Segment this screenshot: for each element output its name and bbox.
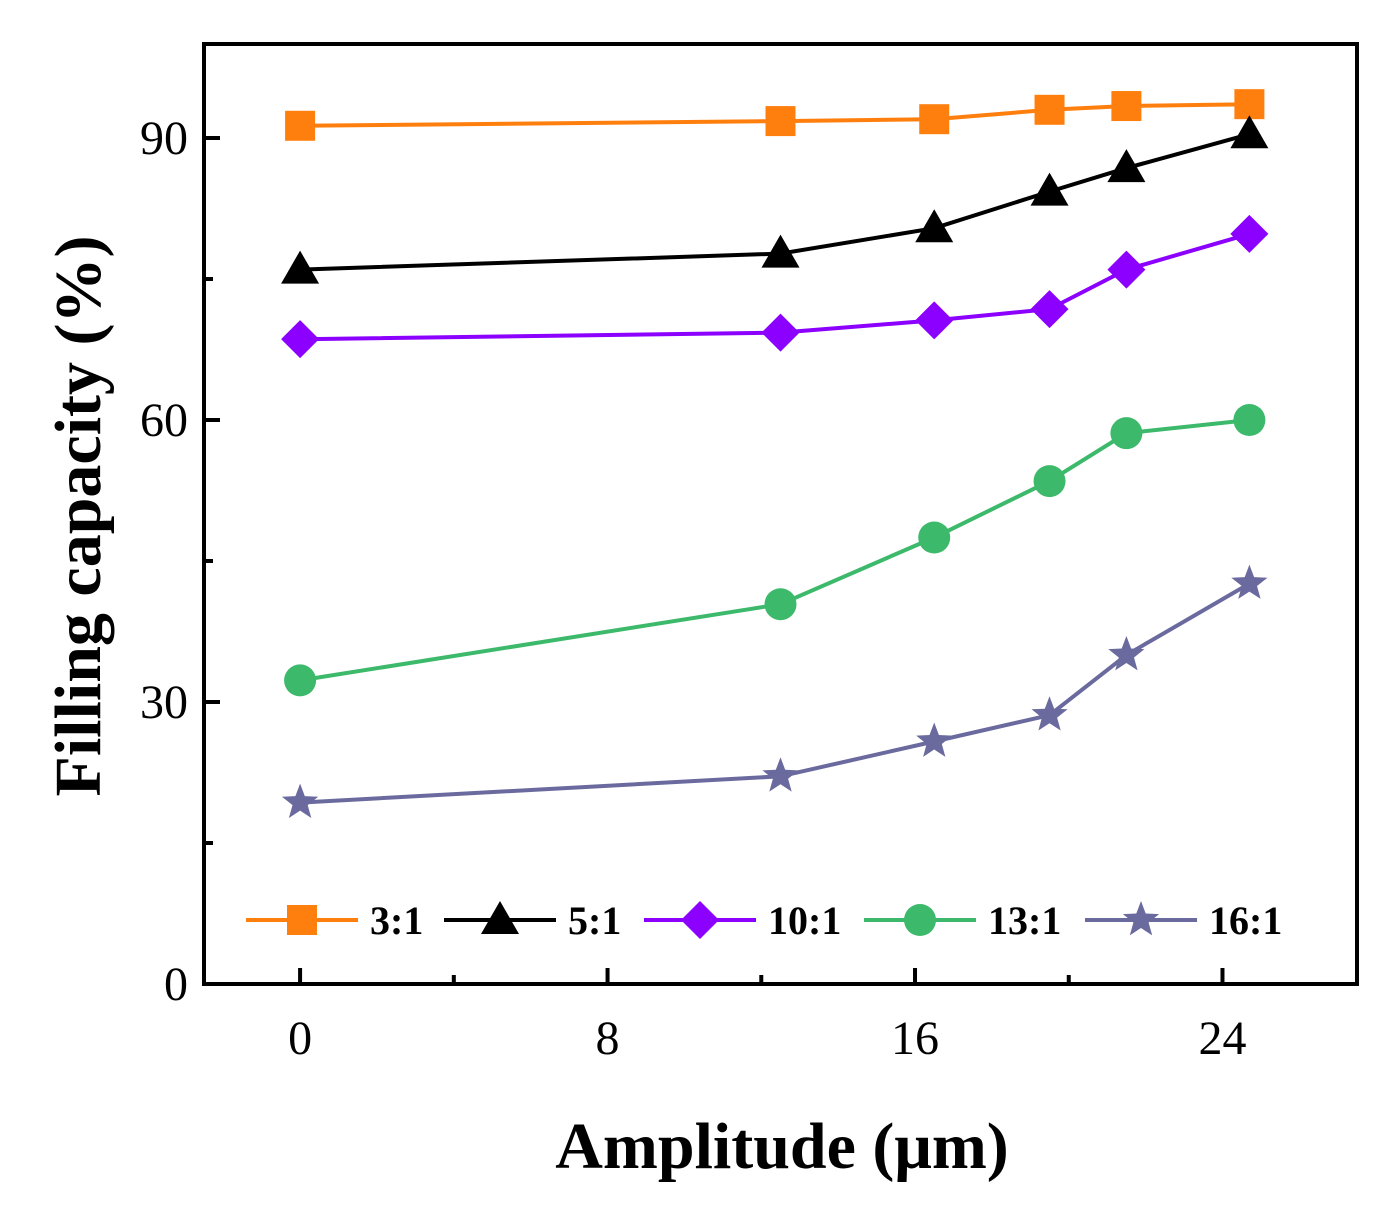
data-point <box>761 234 800 268</box>
data-point <box>1230 214 1269 253</box>
x-tick-label: 8 <box>596 1012 620 1065</box>
legend-label: 16:1 <box>1209 898 1282 943</box>
x-tick-label: 0 <box>288 1012 312 1065</box>
y-tick-label: 60 <box>140 394 188 447</box>
legend-item: 16:1 <box>1085 898 1282 943</box>
legend-label: 13:1 <box>988 898 1061 943</box>
series-line <box>300 231 1250 342</box>
series-10-1 <box>281 214 1269 359</box>
legend-label: 3:1 <box>370 898 423 943</box>
data-point <box>1234 89 1265 120</box>
data-point <box>762 757 799 792</box>
series-line <box>300 132 1250 272</box>
x-axis-title: Amplitude (μm) <box>555 1110 1009 1183</box>
legend: 3:1 5:1 10:1 13:1 16:1 <box>246 898 1282 943</box>
legend-marker <box>1122 901 1160 936</box>
series-line <box>300 102 1250 128</box>
data-point <box>1033 465 1066 498</box>
series-line <box>299 581 1251 805</box>
plot-frame <box>202 42 1359 986</box>
series-line <box>299 418 1250 683</box>
legend-marker <box>287 905 317 935</box>
series-16-1 <box>282 564 1268 818</box>
data-point <box>1031 696 1068 731</box>
data-point <box>281 320 320 359</box>
data-point <box>285 110 316 141</box>
y-axis-title: Filling capacity (%) <box>42 236 115 797</box>
data-point <box>919 104 950 135</box>
y-tick-label: 90 <box>140 112 188 165</box>
legend-marker <box>681 901 719 939</box>
legend-item: 10:1 <box>644 898 841 943</box>
legend-item: 13:1 <box>864 898 1061 943</box>
data-point <box>281 250 320 284</box>
series-layer <box>281 89 1269 818</box>
data-point <box>761 313 800 352</box>
y-tick-label: 30 <box>140 676 188 729</box>
plot-border <box>202 42 1359 986</box>
data-point <box>915 209 954 243</box>
data-point <box>1231 564 1268 599</box>
axes: 0 8 16 24 0 30 60 90 <box>140 112 1246 1065</box>
y-tick-label: 0 <box>164 958 188 1011</box>
data-point <box>765 106 796 137</box>
data-point <box>1107 149 1146 183</box>
legend-label: 10:1 <box>768 898 841 943</box>
legend-item: 3:1 <box>246 898 423 943</box>
legend-item: 5:1 <box>444 898 621 943</box>
data-point <box>284 664 317 697</box>
data-point <box>918 521 951 554</box>
data-point <box>1107 250 1146 289</box>
data-point <box>764 588 797 621</box>
legend-label: 5:1 <box>568 898 621 943</box>
data-point <box>1110 417 1143 450</box>
legend-marker <box>904 904 936 936</box>
series-13-1 <box>284 404 1266 697</box>
data-point <box>282 783 319 818</box>
series-3-1 <box>285 89 1265 141</box>
x-tick-label: 24 <box>1198 1012 1246 1065</box>
data-point <box>1230 115 1269 149</box>
series-5-1 <box>281 115 1269 284</box>
legend-marker <box>481 901 519 934</box>
data-point <box>916 722 953 757</box>
data-point <box>1233 404 1266 436</box>
data-point <box>1030 290 1069 329</box>
data-point <box>1111 91 1142 122</box>
data-point <box>1108 636 1145 671</box>
data-point <box>915 301 954 340</box>
data-point <box>1030 172 1069 206</box>
data-point <box>1034 94 1065 125</box>
x-tick-label: 16 <box>891 1012 939 1065</box>
